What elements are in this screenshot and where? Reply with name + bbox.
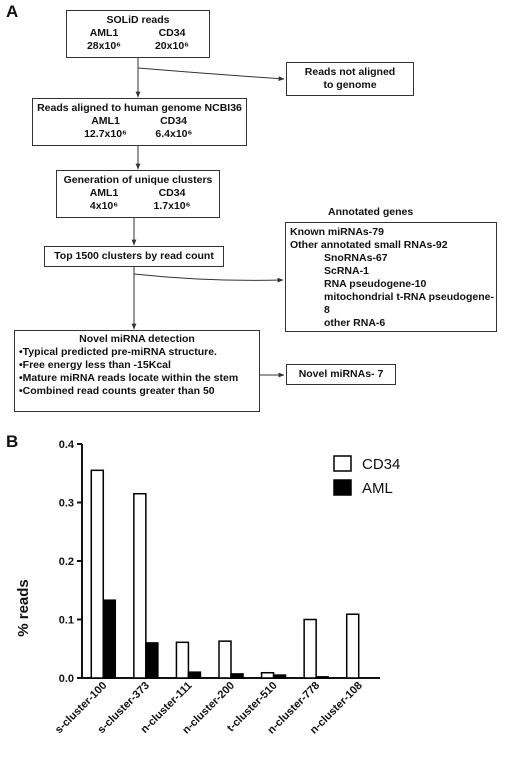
criterion-stem: •Mature miRNA reads locate within the st… bbox=[19, 372, 239, 384]
annotated-genes-box: Known miRNAs-79 Other annotated small RN… bbox=[285, 222, 497, 332]
solid-aml1-value: 28x10⁶ bbox=[86, 40, 122, 52]
panel-b-label: B bbox=[6, 432, 19, 451]
y-axis-label: % reads bbox=[15, 579, 32, 637]
annotated-genes-header: Annotated genes bbox=[328, 206, 414, 218]
snornas: SnoRNAs-67 bbox=[324, 252, 388, 264]
bar-cd34-t-cluster-510 bbox=[260, 671, 275, 679]
scrna: ScRNA-1 bbox=[324, 265, 369, 277]
y-tick-label: 0.0 bbox=[59, 673, 74, 685]
solid-aml1-label: AML1 bbox=[89, 27, 119, 39]
y-tick-label: 0.3 bbox=[59, 498, 74, 510]
legend-label-cd34: CD34 bbox=[362, 456, 400, 473]
unaligned-reads-box: Reads not aligned to genome bbox=[286, 62, 414, 96]
novel-mirnas-box: Novel miRNAs- 7 bbox=[286, 364, 396, 385]
legend-label-aml: AML bbox=[362, 480, 393, 497]
bar-aml-n-cluster-111 bbox=[187, 671, 202, 679]
mito-trna-pseudogene: mitochondrial t-RNA pseudogene-8 bbox=[324, 291, 494, 316]
criterion-read-counts: •Combined read counts greater than 50 bbox=[19, 385, 215, 397]
novel-mirna-detection-box: Novel miRNA detection •Typical predicted… bbox=[14, 330, 260, 412]
criterion-structure: •Typical predicted pre-miRNA structure. bbox=[19, 346, 217, 358]
clusters-aml1-label: AML1 bbox=[89, 187, 119, 199]
aligned-cd34-value: 6.4x10⁶ bbox=[155, 128, 193, 140]
top-clusters-title: Top 1500 clusters by read count bbox=[54, 250, 214, 262]
bar-aml-n-cluster-778 bbox=[315, 676, 329, 679]
panel-a-label: A bbox=[6, 2, 19, 21]
bar-cd34-n-cluster-778 bbox=[303, 618, 317, 679]
arrow-to-unaligned bbox=[137, 67, 285, 82]
bar-cd34-s-cluster-100 bbox=[90, 469, 105, 679]
known-mirnas: Known miRNAs-79 bbox=[290, 226, 384, 238]
novel-mirnas-count: Novel miRNAs- 7 bbox=[298, 368, 384, 380]
bar-cd34-n-cluster-111 bbox=[175, 641, 190, 679]
unaligned-line1: Reads not aligned bbox=[304, 66, 396, 78]
y-tick-label: 0.2 bbox=[59, 556, 74, 568]
solid-reads-title: SOLiD reads bbox=[106, 14, 170, 26]
solid-cd34-label: CD34 bbox=[158, 27, 186, 39]
legend-swatch-aml bbox=[333, 479, 352, 496]
novel-detection-title: Novel miRNA detection bbox=[79, 333, 195, 345]
y-tick-label: 0.4 bbox=[59, 439, 75, 451]
legend-swatch-cd34 bbox=[333, 455, 352, 472]
aligned-reads-box: Reads aligned to human genome NCBI36 AML… bbox=[32, 98, 247, 146]
bar-aml-s-cluster-373 bbox=[145, 642, 159, 679]
aligned-reads-title: Reads aligned to human genome NCBI36 bbox=[37, 102, 242, 114]
arrow-to-annotated bbox=[133, 273, 284, 283]
bar-cd34-n-cluster-108 bbox=[345, 613, 360, 679]
solid-cd34-value: 20x10⁶ bbox=[154, 40, 190, 52]
unique-clusters-box: Generation of unique clusters AML1 CD34 … bbox=[56, 170, 220, 218]
other-small-rnas: Other annotated small RNAs-92 bbox=[290, 239, 448, 251]
clusters-cd34-value: 1.7x10⁶ bbox=[153, 200, 191, 212]
bar-aml-s-cluster-100 bbox=[102, 599, 117, 679]
solid-reads-box: SOLiD reads AML1 CD34 28x10⁶ 20x10⁶ bbox=[66, 10, 210, 58]
top-clusters-box: Top 1500 clusters by read count bbox=[44, 246, 224, 267]
rna-pseudogene: RNA pseudogene-10 bbox=[324, 278, 427, 290]
bar-cd34-n-cluster-200 bbox=[218, 640, 232, 679]
bar-aml-t-cluster-510 bbox=[272, 674, 287, 679]
unique-clusters-title: Generation of unique clusters bbox=[63, 174, 213, 186]
criterion-free-energy: •Free energy less than -15Kcal bbox=[19, 359, 171, 371]
bar-chart: % reads 0.00.10.20.30.4s-cluster-100s-cl… bbox=[15, 439, 400, 737]
aligned-aml1-label: AML1 bbox=[91, 115, 120, 127]
y-tick-label: 0.1 bbox=[59, 615, 74, 627]
other-rna: other RNA-6 bbox=[324, 317, 386, 329]
aligned-aml1-value: 12.7x10⁶ bbox=[84, 128, 127, 140]
aligned-cd34-label: CD34 bbox=[160, 115, 187, 127]
bar-cd34-s-cluster-373 bbox=[133, 492, 147, 679]
unaligned-line2: to genome bbox=[323, 79, 377, 91]
clusters-aml1-value: 4x10⁶ bbox=[89, 200, 119, 212]
clusters-cd34-label: CD34 bbox=[158, 187, 186, 199]
bar-aml-n-cluster-200 bbox=[230, 673, 244, 679]
